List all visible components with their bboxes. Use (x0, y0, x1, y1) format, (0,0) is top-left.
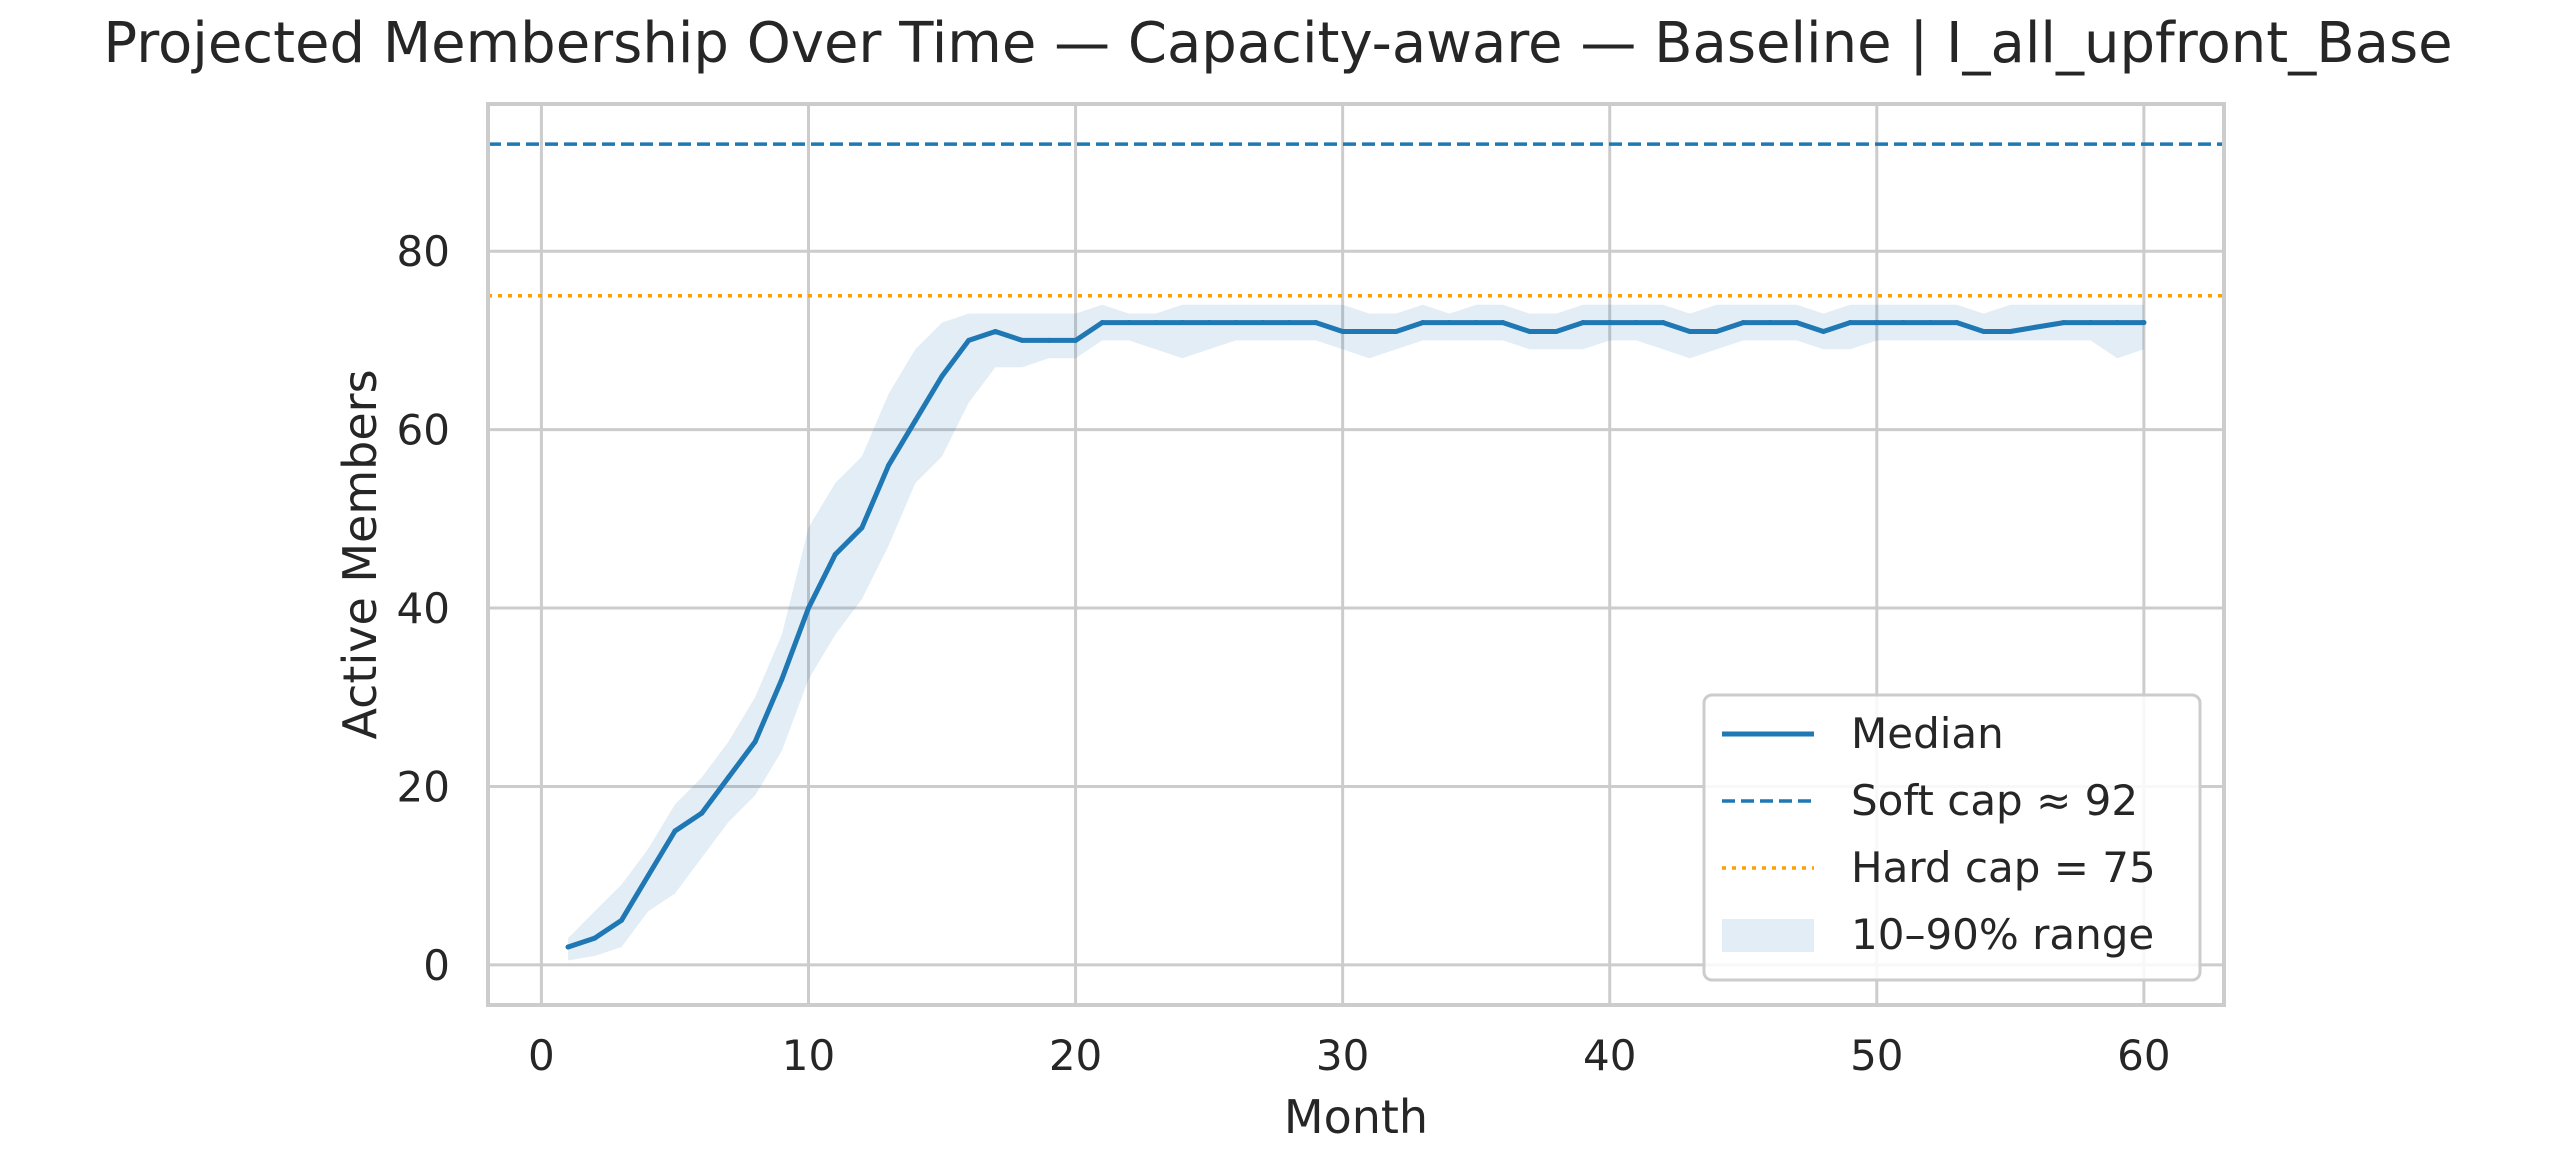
median-point (1874, 320, 1880, 326)
median-point (672, 828, 678, 834)
x-tick-label: 40 (1583, 1031, 1636, 1080)
median-point (1927, 320, 1933, 326)
x-tick-label: 60 (2117, 1031, 2170, 1080)
median-point (752, 739, 758, 745)
median-point (805, 605, 811, 611)
median-point (1500, 320, 1506, 326)
median-point (2061, 320, 2067, 326)
median-point (1473, 320, 1479, 326)
median-point (1286, 320, 1292, 326)
median-point (1153, 320, 1159, 326)
median-point (1767, 320, 1773, 326)
median-point (2087, 320, 2093, 326)
median-point (939, 373, 945, 379)
y-tick-label: 20 (397, 762, 450, 811)
median-point (1687, 328, 1693, 334)
median-point (1607, 320, 1613, 326)
median-point (859, 525, 865, 531)
median-point (2114, 320, 2120, 326)
y-tick-label: 80 (397, 227, 450, 276)
x-tick-label: 30 (1316, 1031, 1369, 1080)
median-point (1954, 320, 1960, 326)
median-point (1206, 320, 1212, 326)
median-point (1260, 320, 1266, 326)
legend-hard-cap-label: Hard cap = 75 (1851, 843, 2156, 892)
plot-frame (486, 102, 2226, 1007)
median-point (2007, 328, 2013, 334)
median-point (1019, 337, 1025, 343)
legend-band-swatch (1722, 919, 1814, 952)
series-layer (565, 320, 2147, 950)
gridlines (488, 104, 2224, 1005)
x-tick-label: 0 (528, 1031, 555, 1080)
median-point (1340, 328, 1346, 334)
y-tick-label: 60 (397, 406, 450, 455)
x-axis-label: Month (1284, 1090, 1428, 1144)
median-point (832, 552, 838, 557)
median-point (1553, 328, 1559, 334)
median-point (1527, 328, 1533, 334)
legend-band-label: 10–90% range (1851, 910, 2154, 959)
median-point (1847, 320, 1853, 326)
median-point (1981, 328, 1987, 334)
x-tick-label: 50 (1850, 1031, 1903, 1080)
legend-median-label: Median (1851, 709, 2004, 758)
median-point (886, 462, 892, 468)
median-point (1393, 328, 1399, 334)
median-point (592, 935, 598, 941)
median-point (1660, 320, 1666, 326)
median-point (2034, 324, 2040, 330)
median-point (1580, 320, 1586, 326)
median-point (1820, 328, 1826, 334)
median-point (966, 337, 972, 343)
x-tick-label: 10 (782, 1031, 835, 1080)
median-point (1073, 337, 1079, 343)
reference-lines (488, 142, 2224, 298)
median-point (1714, 328, 1720, 334)
median-point (725, 775, 731, 781)
median-point (1420, 320, 1426, 326)
median-point (2141, 320, 2147, 326)
median-point (779, 676, 785, 682)
median-point (1740, 320, 1746, 326)
x-tick-label: 20 (1049, 1031, 1102, 1080)
y-tick-label: 0 (423, 941, 450, 990)
median-point (1366, 328, 1372, 334)
y-axis-label: Active Members (333, 369, 387, 739)
median-point (1046, 337, 1052, 343)
median-point (645, 873, 651, 879)
median-point (1099, 320, 1105, 326)
median-point (1446, 320, 1452, 326)
median-point (1233, 320, 1239, 326)
median-point (912, 418, 918, 424)
median-point (992, 328, 998, 334)
median-point (1313, 320, 1319, 326)
median-point (1179, 320, 1185, 326)
median-point (1633, 320, 1639, 326)
y-tick-label: 40 (397, 584, 450, 633)
tick-labels: 0 10 20 30 40 50 60 0 20 40 60 80 (397, 227, 2171, 1080)
median-point (699, 810, 705, 816)
legend-soft-cap-label: Soft cap ≈ 92 (1851, 776, 2138, 825)
legend-box (1702, 693, 2202, 982)
chart-title: Projected Membership Over Time — Capacit… (103, 11, 2452, 76)
legend: Median Soft cap ≈ 92 Hard cap = 75 10–90… (1702, 693, 2202, 982)
median-point (1126, 320, 1132, 326)
median-line (565, 320, 2147, 950)
median-point (1901, 320, 1907, 326)
median-point (619, 917, 625, 923)
median-point (1794, 320, 1800, 326)
median-point (565, 944, 571, 950)
